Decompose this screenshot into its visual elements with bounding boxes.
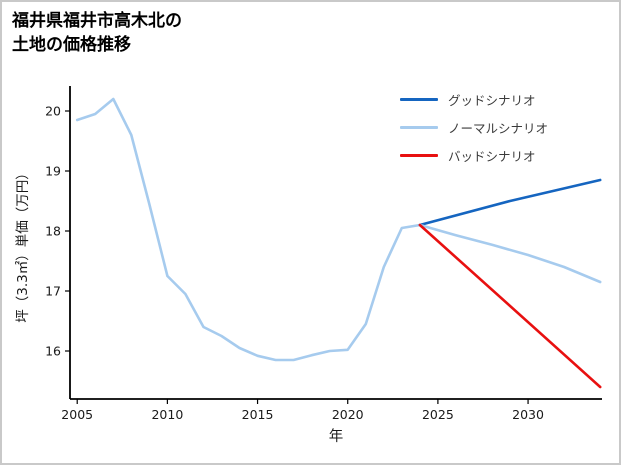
y-tick-label: 18 — [45, 224, 61, 239]
y-tick-label: 19 — [45, 164, 61, 179]
chart-title-line2: 土地の価格推移 — [12, 34, 131, 55]
series-bad-line — [418, 223, 602, 389]
x-tick-label: 2015 — [242, 407, 274, 422]
legend-label-bad: バッドシナリオ — [448, 148, 536, 164]
x-tick-label: 2010 — [151, 407, 183, 422]
legend-swatch-bad — [400, 153, 438, 157]
series-normal-line — [418, 223, 602, 284]
legend-label-good: グッドシナリオ — [448, 92, 536, 108]
legend-item-bad: バッドシナリオ — [400, 146, 548, 164]
chart-title: 福井県福井市高木北の 土地の価格推移 — [12, 10, 182, 58]
legend-item-normal: ノーマルシナリオ — [400, 118, 548, 136]
legend-item-good: グッドシナリオ — [400, 90, 548, 108]
x-tick-label: 2020 — [332, 407, 364, 422]
legend-swatch-good — [400, 97, 438, 101]
x-tick-label: 2005 — [61, 407, 93, 422]
chart-title-line1: 福井県福井市高木北の — [12, 11, 182, 31]
legend: グッドシナリオ ノーマルシナリオ バッドシナリオ — [400, 90, 548, 164]
y-tick-label: 16 — [45, 344, 61, 359]
y-tick-label: 20 — [45, 104, 61, 119]
y-tick-label: 17 — [45, 284, 61, 299]
series-good-line — [418, 178, 602, 227]
x-axis-title: 年 — [329, 428, 344, 445]
legend-swatch-normal — [400, 125, 438, 129]
x-tick-label: 2030 — [512, 407, 544, 422]
y-axis-title: 坪（3.3㎡）単価（万円） — [15, 166, 31, 322]
x-tick-label: 2025 — [422, 407, 454, 422]
series-historical-line — [75, 97, 422, 362]
legend-label-normal: ノーマルシナリオ — [448, 120, 549, 136]
